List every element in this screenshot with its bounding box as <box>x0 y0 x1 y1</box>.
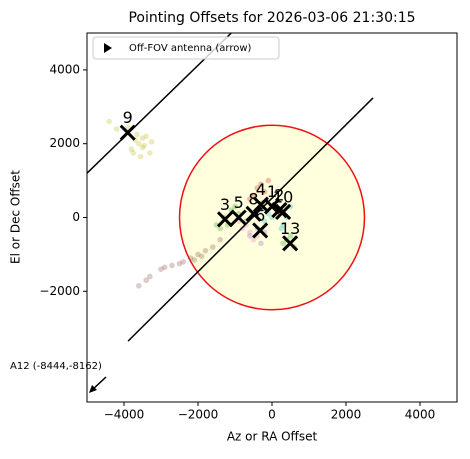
point <box>198 253 205 260</box>
point <box>210 244 216 250</box>
point <box>247 233 253 239</box>
x-marker <box>119 124 136 141</box>
legend-box <box>92 36 280 60</box>
point <box>232 203 238 210</box>
point <box>134 131 140 138</box>
marker-label: 5 <box>234 193 244 212</box>
point <box>250 236 257 243</box>
point <box>213 222 220 228</box>
fov-circle <box>178 124 366 311</box>
marker-label: 3 <box>220 195 230 214</box>
point <box>136 282 142 289</box>
x-tick-label: 2000 <box>331 408 362 422</box>
marker-label: 6 <box>255 206 265 225</box>
x-tick-label: 4000 <box>405 408 436 422</box>
y-axis-label: El or Dec Offset <box>9 170 23 264</box>
point <box>147 150 153 156</box>
point <box>139 144 146 151</box>
point <box>130 150 137 156</box>
point <box>280 240 286 247</box>
point <box>258 181 264 188</box>
x-tick-label: 0 <box>268 408 276 422</box>
x-marker <box>216 211 234 228</box>
point <box>136 140 142 147</box>
point <box>161 264 168 271</box>
point <box>254 185 260 191</box>
line <box>127 97 374 342</box>
point <box>261 188 268 195</box>
x-marker <box>275 203 292 221</box>
point <box>124 124 131 130</box>
point <box>148 139 155 145</box>
marker-label: 4 <box>256 180 266 199</box>
x-marker <box>230 209 247 226</box>
y-tick-label: 2000 <box>49 136 80 150</box>
legend-marker <box>104 43 112 53</box>
point <box>247 229 253 236</box>
x-axis-label: Az or RA Offset <box>227 430 318 444</box>
point <box>143 277 149 284</box>
marker-label: 10 <box>273 187 293 206</box>
annotation-arrowhead <box>89 385 97 393</box>
point <box>147 273 153 280</box>
point <box>113 126 120 132</box>
point <box>141 142 148 149</box>
point <box>128 146 135 153</box>
marker-label: 1 <box>267 182 277 201</box>
point <box>139 135 146 141</box>
point <box>176 260 183 267</box>
point <box>280 222 286 228</box>
legend: Off-FOV antenna (arrow) <box>92 36 280 60</box>
annotation: A12 (-8444,-8162) <box>10 361 102 372</box>
point <box>265 177 272 184</box>
x-tick-label: −4000 <box>104 408 145 422</box>
x-marker <box>282 235 299 252</box>
point <box>137 153 144 160</box>
point <box>195 251 201 258</box>
marker-label: 9 <box>123 108 133 127</box>
point <box>258 240 264 247</box>
point <box>187 255 194 261</box>
point <box>143 133 149 140</box>
point <box>287 233 294 239</box>
x-marker <box>252 222 269 239</box>
marker-label: 2 <box>274 186 284 205</box>
point <box>217 236 223 243</box>
marker-label: 13 <box>280 219 300 238</box>
point <box>217 225 223 232</box>
chart-title: Pointing Offsets for 2026-03-06 21:30:15 <box>128 10 415 26</box>
y-tick-label: 0 <box>72 210 80 224</box>
y-tick-label: −2000 <box>39 284 80 298</box>
point <box>106 118 112 125</box>
point <box>278 225 285 232</box>
legend-label: Off-FOV antenna (arrow) <box>129 43 252 54</box>
point <box>158 266 164 272</box>
y-tick-label: 4000 <box>49 62 80 76</box>
point <box>180 258 186 265</box>
point <box>247 196 253 202</box>
point <box>191 257 198 263</box>
point <box>169 262 175 269</box>
point <box>202 247 209 254</box>
x-tick-label: −2000 <box>178 408 219 422</box>
